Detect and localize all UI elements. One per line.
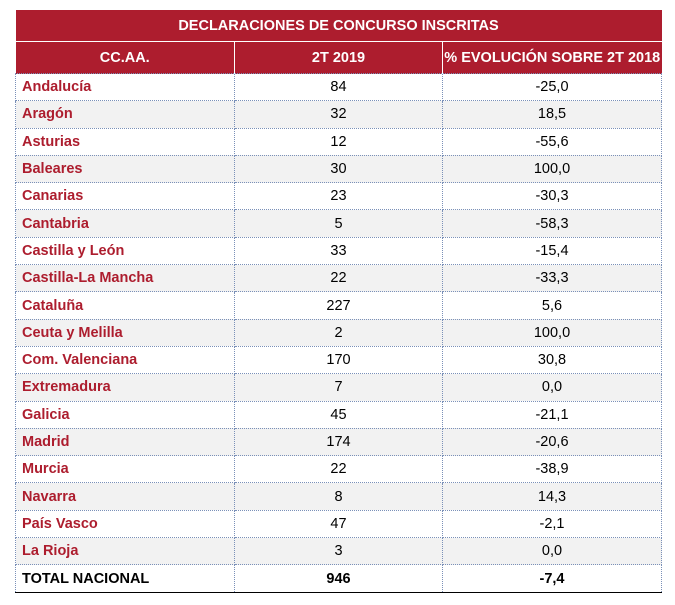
value-cell: 7 <box>234 373 443 402</box>
total-row: TOTAL NACIONAL 946 -7,4 <box>15 564 663 594</box>
table-title-row: DECLARACIONES DE CONCURSO INSCRITAS <box>15 10 662 42</box>
change-cell: -15,4 <box>441 236 663 266</box>
change-cell: -30,3 <box>441 182 663 211</box>
value-cell: 84 <box>234 72 443 102</box>
table-row: Baleares 30 100,0 <box>15 154 663 184</box>
table-row: Canarias 23 -30,3 <box>15 182 663 211</box>
region-cell: Cantabria <box>15 209 235 238</box>
column-header-change: % EVOLUCIÓN SOBRE 2T 2018 <box>441 41 662 74</box>
value-cell: 174 <box>234 427 443 457</box>
change-cell: -38,9 <box>441 455 663 484</box>
table-row: Castilla-La Mancha 22 -33,3 <box>15 264 663 293</box>
value-cell: 30 <box>234 154 443 184</box>
change-cell: 18,5 <box>441 100 663 129</box>
change-cell: 100,0 <box>441 318 663 347</box>
region-cell: Murcia <box>15 455 235 484</box>
change-cell: 30,8 <box>441 345 663 375</box>
region-cell: Com. Valenciana <box>15 345 235 375</box>
table-row: La Rioja 3 0,0 <box>15 537 663 566</box>
table-container: DECLARACIONES DE CONCURSO INSCRITAS CC.A… <box>15 10 663 594</box>
region-cell: La Rioja <box>15 537 235 566</box>
change-cell: -58,3 <box>441 209 663 238</box>
total-value-cell: 946 <box>234 564 443 594</box>
table-row: Murcia 22 -38,9 <box>15 455 663 484</box>
total-label-cell: TOTAL NACIONAL <box>15 564 235 594</box>
table-body: Andalucía 84 -25,0 Aragón 32 18,5 Asturias 12 -5… <box>15 72 663 594</box>
column-header-value: 2T 2019 <box>234 41 443 74</box>
change-cell: 100,0 <box>441 154 663 184</box>
change-cell: -33,3 <box>441 264 663 293</box>
change-cell: -2,1 <box>441 509 663 539</box>
value-cell: 8 <box>234 482 443 511</box>
change-cell: -55,6 <box>441 127 663 156</box>
region-cell: Baleares <box>15 154 235 184</box>
table-row: Cataluña 227 5,6 <box>15 291 663 320</box>
concursos-table: DECLARACIONES DE CONCURSO INSCRITAS CC.A… <box>15 10 663 594</box>
table-row: Extremadura 7 0,0 <box>15 373 663 402</box>
table-title: DECLARACIONES DE CONCURSO INSCRITAS <box>15 10 662 42</box>
change-cell: 5,6 <box>441 291 663 320</box>
value-cell: 227 <box>234 291 443 320</box>
region-cell: Andalucía <box>15 72 235 102</box>
value-cell: 12 <box>234 127 443 156</box>
value-cell: 32 <box>234 100 443 129</box>
value-cell: 170 <box>234 345 443 375</box>
region-cell: País Vasco <box>15 509 235 539</box>
table-row: Aragón 32 18,5 <box>15 100 663 129</box>
change-cell: 14,3 <box>441 482 663 511</box>
value-cell: 22 <box>234 455 443 484</box>
value-cell: 5 <box>234 209 443 238</box>
value-cell: 22 <box>234 264 443 293</box>
region-cell: Canarias <box>15 182 235 211</box>
table-row: País Vasco 47 -2,1 <box>15 509 663 539</box>
region-cell: Asturias <box>15 127 235 156</box>
region-cell: Navarra <box>15 482 235 511</box>
region-cell: Castilla-La Mancha <box>15 264 235 293</box>
column-header-row: CC.AA. 2T 2019 % EVOLUCIÓN SOBRE 2T 2018 <box>15 41 662 74</box>
table-row: Navarra 8 14,3 <box>15 482 663 511</box>
change-cell: 0,0 <box>441 537 663 566</box>
value-cell: 23 <box>234 182 443 211</box>
region-cell: Castilla y León <box>15 236 235 266</box>
table-row: Galicia 45 -21,1 <box>15 400 663 429</box>
table-row: Ceuta y Melilla 2 100,0 <box>15 318 663 347</box>
table-row: Madrid 174 -20,6 <box>15 427 663 457</box>
region-cell: Galicia <box>15 400 235 429</box>
value-cell: 47 <box>234 509 443 539</box>
change-cell: -21,1 <box>441 400 663 429</box>
table-row: Cantabria 5 -58,3 <box>15 209 663 238</box>
change-cell: 0,0 <box>441 373 663 402</box>
change-cell: -25,0 <box>441 72 663 102</box>
value-cell: 33 <box>234 236 443 266</box>
region-cell: Extremadura <box>15 373 235 402</box>
region-cell: Madrid <box>15 427 235 457</box>
value-cell: 3 <box>234 537 443 566</box>
column-header-region: CC.AA. <box>15 41 235 74</box>
region-cell: Ceuta y Melilla <box>15 318 235 347</box>
table-row: Castilla y León 33 -15,4 <box>15 236 663 266</box>
value-cell: 2 <box>234 318 443 347</box>
region-cell: Cataluña <box>15 291 235 320</box>
table-row: Com. Valenciana 170 30,8 <box>15 345 663 375</box>
change-cell: -20,6 <box>441 427 663 457</box>
region-cell: Aragón <box>15 100 235 129</box>
table-row: Asturias 12 -55,6 <box>15 127 663 156</box>
table-row: Andalucía 84 -25,0 <box>15 72 663 102</box>
value-cell: 45 <box>234 400 443 429</box>
total-change-cell: -7,4 <box>441 564 663 594</box>
